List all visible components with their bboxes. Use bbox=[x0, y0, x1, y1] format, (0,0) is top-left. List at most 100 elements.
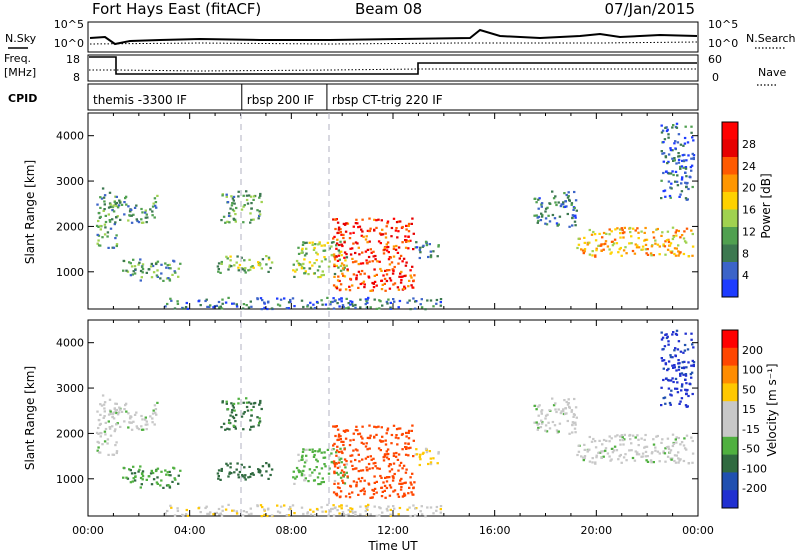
echo-cell bbox=[679, 167, 682, 170]
echo-cell bbox=[302, 241, 305, 244]
echo-cell bbox=[608, 233, 611, 236]
echo-cell bbox=[237, 195, 240, 198]
echo-cell bbox=[365, 235, 368, 238]
echo-cell bbox=[385, 225, 388, 228]
echo-cell bbox=[574, 199, 578, 202]
echo-cell bbox=[232, 302, 236, 305]
echo-cell bbox=[577, 444, 580, 447]
echo-cell bbox=[624, 246, 627, 249]
echo-cell bbox=[234, 213, 237, 216]
echo-cell bbox=[674, 180, 677, 183]
echo-cell bbox=[540, 212, 543, 215]
echo-cell bbox=[341, 479, 344, 482]
echo-cell bbox=[540, 203, 543, 206]
echo-cell bbox=[339, 495, 342, 498]
echo-cell bbox=[308, 448, 311, 451]
echo-cell bbox=[179, 469, 182, 472]
echo-cell bbox=[336, 259, 340, 262]
echo-cell bbox=[608, 440, 611, 443]
echo-cell bbox=[109, 412, 112, 415]
echo-cell bbox=[312, 248, 316, 251]
echo-cell bbox=[690, 364, 693, 367]
echo-cell bbox=[690, 376, 693, 379]
echo-cell bbox=[114, 221, 117, 224]
echo-cell bbox=[691, 392, 694, 396]
echo-cell bbox=[224, 508, 228, 511]
echo-cell bbox=[256, 504, 259, 507]
echo-cell bbox=[287, 301, 291, 304]
echo-cell bbox=[660, 234, 663, 237]
echo-cell bbox=[389, 301, 392, 304]
echo-cell bbox=[644, 455, 647, 458]
echo-cell bbox=[119, 408, 122, 411]
echo-cell bbox=[292, 263, 295, 266]
echo-cell bbox=[258, 421, 261, 424]
echo-region bbox=[113, 194, 159, 224]
echo-cell bbox=[339, 283, 343, 286]
echo-cell bbox=[250, 202, 253, 205]
echo-cell bbox=[667, 133, 670, 136]
echo-cell bbox=[303, 254, 307, 257]
echo-cell bbox=[418, 456, 422, 459]
echo-cell bbox=[342, 512, 345, 516]
echo-cell bbox=[360, 435, 363, 438]
echo-cell bbox=[114, 444, 117, 447]
echo-cell bbox=[241, 475, 245, 478]
echo-cell bbox=[677, 229, 680, 233]
echo-cell bbox=[293, 512, 296, 515]
echo-cell bbox=[671, 149, 674, 152]
echo-cell bbox=[320, 260, 324, 263]
echo-cell bbox=[397, 495, 401, 498]
echo-cell bbox=[265, 462, 268, 465]
echo-cell bbox=[537, 198, 540, 201]
echo-cell bbox=[573, 413, 576, 417]
echo-cell bbox=[217, 507, 221, 511]
echo-cell bbox=[259, 504, 263, 507]
colorbar-swatch bbox=[722, 157, 738, 175]
echo-cell bbox=[115, 244, 118, 248]
echo-cell bbox=[566, 419, 569, 423]
echo-cell bbox=[645, 445, 649, 448]
echo-cell bbox=[338, 512, 341, 515]
echo-cell bbox=[382, 481, 385, 484]
echo-cell bbox=[308, 468, 312, 471]
echo-cell bbox=[303, 448, 306, 452]
echo-cell bbox=[337, 249, 340, 252]
echo-cell bbox=[362, 487, 366, 490]
echo-cell bbox=[407, 447, 410, 450]
echo-cell bbox=[590, 440, 594, 443]
echo-cell bbox=[636, 244, 639, 247]
echo-cell bbox=[168, 470, 171, 473]
echo-cell bbox=[555, 222, 559, 225]
echo-cell bbox=[267, 465, 271, 468]
echo-cell bbox=[343, 448, 346, 451]
echo-cell bbox=[144, 423, 147, 426]
echo-cell bbox=[571, 214, 575, 217]
echo-cell bbox=[164, 262, 167, 265]
echo-cell bbox=[392, 462, 396, 465]
echo-cell bbox=[621, 436, 624, 439]
echo-cell bbox=[338, 505, 341, 508]
echo-cell bbox=[622, 249, 626, 252]
echo-cell bbox=[377, 425, 380, 428]
colorbar-swatch bbox=[722, 401, 738, 420]
echo-cell bbox=[570, 203, 573, 206]
echo-cell bbox=[309, 301, 312, 304]
echo-cell bbox=[557, 430, 560, 433]
echo-cell bbox=[243, 476, 246, 479]
echo-cell bbox=[670, 187, 673, 190]
echo-cell bbox=[400, 278, 403, 282]
echo-cell bbox=[97, 426, 100, 430]
echo-cell bbox=[610, 230, 613, 233]
echo-cell bbox=[573, 220, 577, 223]
echo-cell bbox=[628, 433, 632, 437]
nsearch-trace bbox=[89, 41, 698, 45]
echo-cell bbox=[251, 472, 254, 475]
echo-cell bbox=[678, 155, 681, 158]
echo-cell bbox=[360, 228, 363, 231]
echo-cell bbox=[384, 496, 387, 499]
echo-cell bbox=[140, 218, 143, 221]
echo-cell bbox=[619, 439, 622, 442]
echo-cell bbox=[363, 490, 366, 493]
